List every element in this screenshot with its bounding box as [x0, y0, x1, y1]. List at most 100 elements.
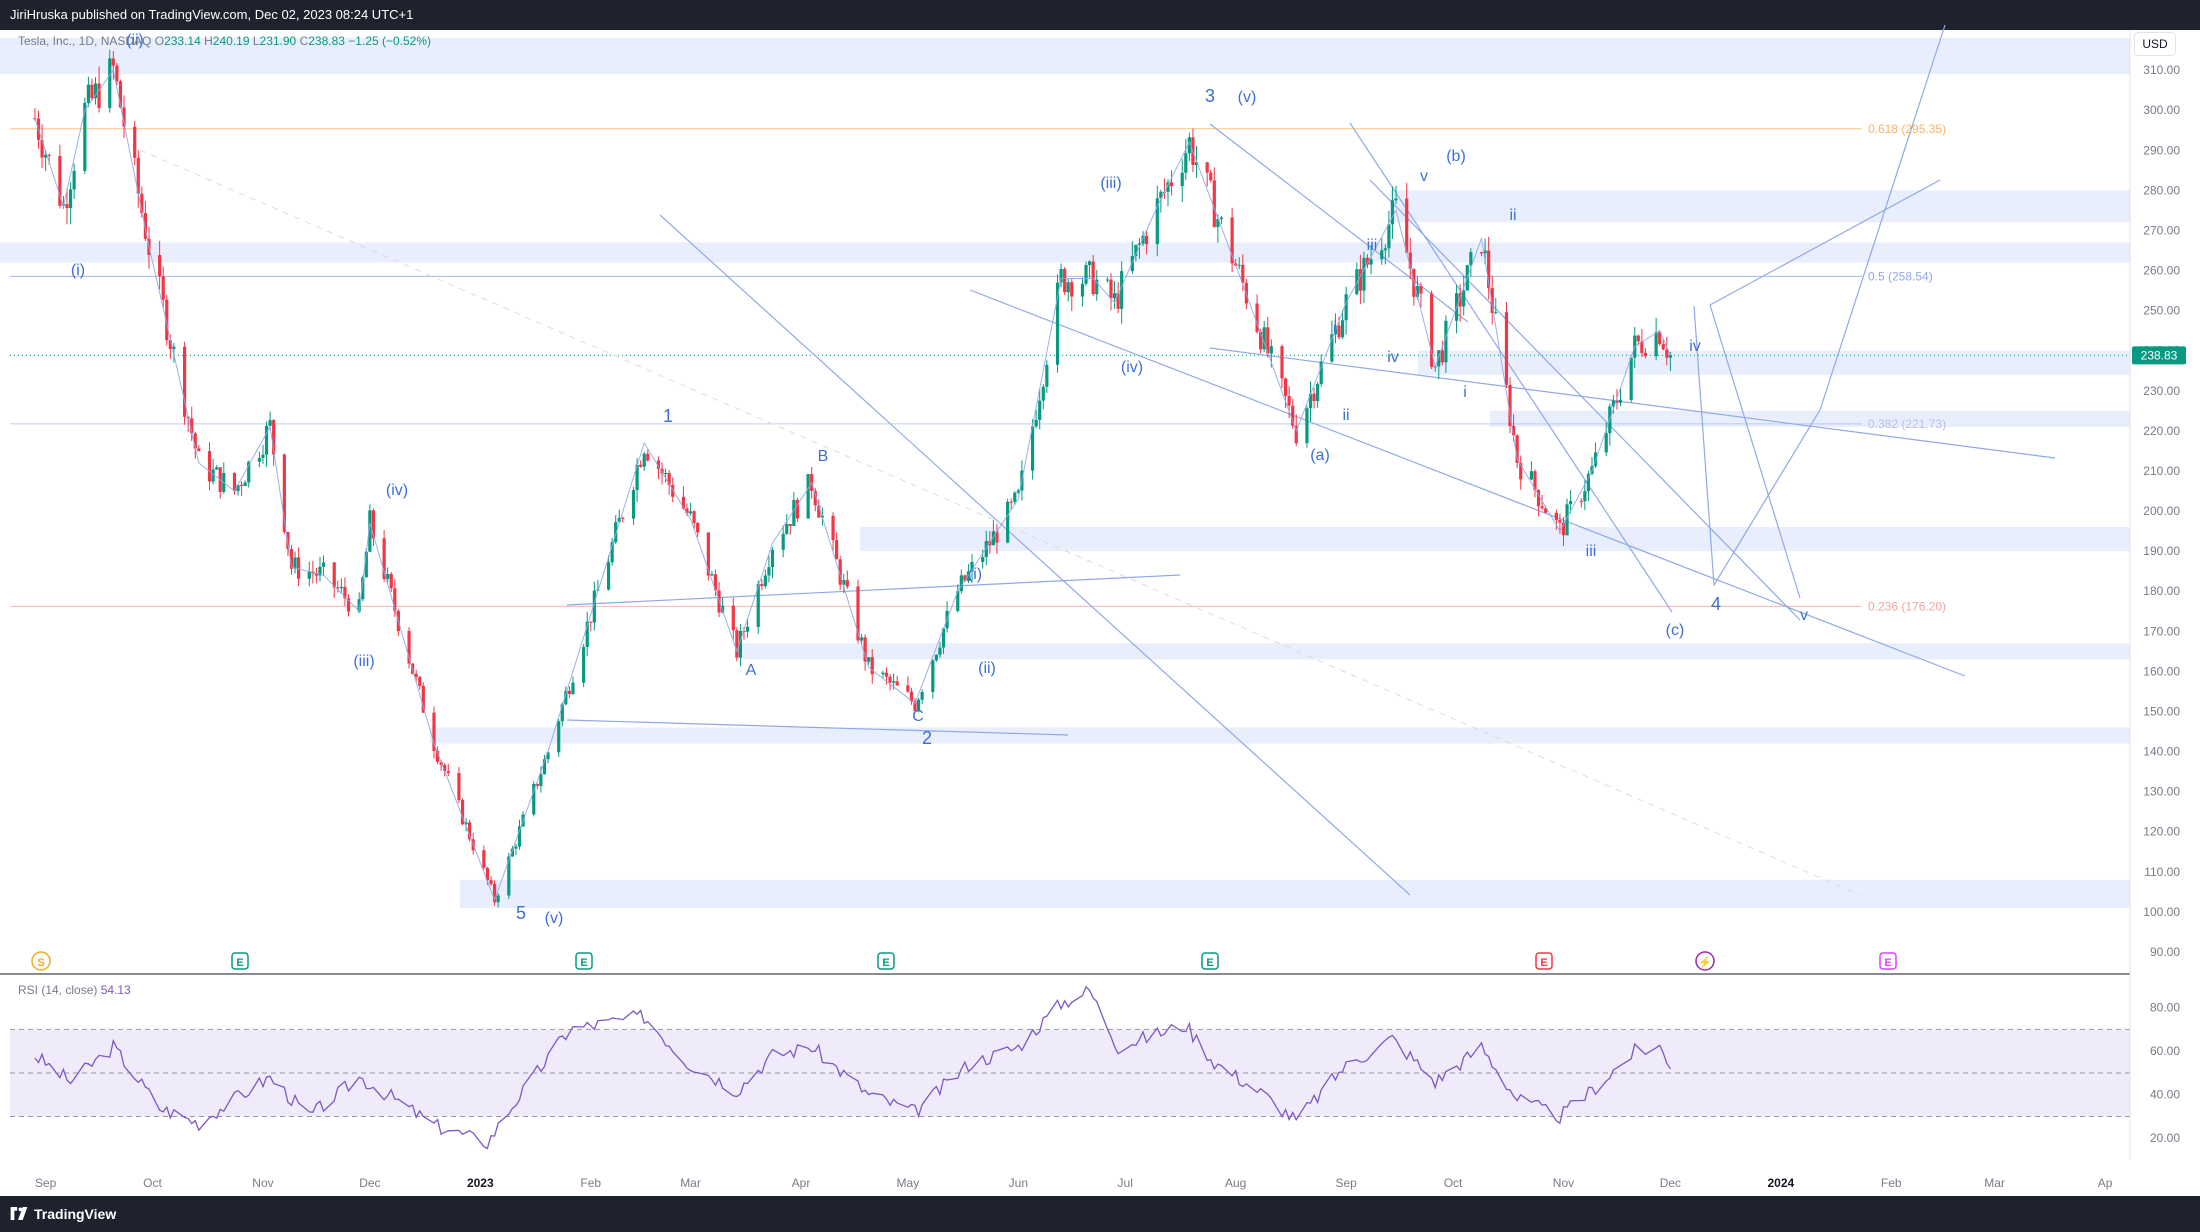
candle-body [1344, 294, 1348, 321]
time-axis[interactable]: Sep Oct Nov Dec 2023 Feb Mar Apr May Jun Jul Aug Sep… [35, 1176, 2113, 1190]
time-tick-label: Nov [1553, 1176, 1574, 1190]
time-tick-label: Ap [2098, 1176, 2113, 1190]
price-tick-label: 230.00 [2143, 384, 2180, 398]
candle-body [892, 681, 896, 683]
candle-body [133, 126, 137, 158]
candle-body [72, 170, 76, 190]
wave-label: 4 [1711, 594, 1721, 614]
candle-body [239, 484, 244, 487]
candle-body [1358, 269, 1362, 291]
price-axis[interactable]: 90.00 100.00 110.00 120.00 130.00 140.00 150.0… [2129, 30, 2200, 1160]
zone-rect [1418, 350, 2130, 375]
candle-body [859, 637, 864, 641]
time-tick-label: Sep [35, 1176, 57, 1190]
candle-body [895, 681, 899, 686]
candle-body [1643, 352, 1648, 357]
candle-body [671, 484, 675, 497]
candle-body [1287, 395, 1291, 406]
candle-body [1405, 198, 1409, 253]
candle-body [386, 573, 390, 579]
candle-body [446, 771, 450, 774]
event-glyph: E [580, 957, 587, 969]
price-tick-label: 130.00 [2143, 785, 2180, 799]
candle-body [435, 750, 440, 762]
candle-body [47, 154, 51, 156]
projection-line [1693, 24, 1946, 587]
candle-body [272, 420, 276, 455]
candle-body [182, 346, 187, 417]
candle-body [507, 856, 511, 896]
candle-body [161, 276, 165, 300]
candle-body [710, 574, 714, 576]
zone-rect [860, 527, 2130, 552]
candle-body [1569, 501, 1573, 505]
wave-label: i [1333, 319, 1337, 336]
candle-body [1166, 182, 1170, 192]
candle-body [389, 573, 393, 589]
rsi-legend[interactable]: RSI (14, close) 54.13 [18, 983, 131, 997]
high-value: 240.19 [212, 34, 250, 48]
price-tick-label: 180.00 [2143, 584, 2180, 598]
candle-body [1415, 286, 1419, 297]
candle-body [158, 255, 162, 277]
candle-body [197, 448, 201, 452]
candle-body [1212, 180, 1216, 228]
candle-body [40, 139, 44, 158]
candle-body [984, 541, 988, 558]
price-tick-label: 280.00 [2143, 183, 2180, 197]
wave-label: (v) [545, 910, 564, 927]
wave-label: (iii) [353, 653, 374, 670]
wave-labels: (ii) (i) (iv) (iii) 5 (v) 1 A B C 2 (i) (ii) (iii) (iv… [71, 32, 1808, 927]
candle-body [1308, 393, 1313, 409]
candle-body [735, 630, 739, 658]
wave-label: (a) [1310, 447, 1330, 464]
candle-body [1579, 501, 1583, 503]
candle-body [1145, 235, 1149, 245]
candle-body [1230, 217, 1234, 264]
candle-body [357, 599, 361, 612]
candle-body [1159, 191, 1163, 199]
candle-body [959, 575, 963, 592]
price-tick-label: 190.00 [2143, 544, 2180, 558]
candle-body [1483, 250, 1487, 254]
candle-body [332, 562, 336, 588]
candle-body [1337, 325, 1341, 338]
candle-body [966, 571, 971, 581]
candle-body [1184, 153, 1188, 173]
symbol-legend[interactable]: Tesla, Inc., 1D, NASDAQ O233.14 H240.19 … [18, 34, 432, 48]
wave-label: A [746, 662, 757, 679]
price-tick-label: 260.00 [2143, 264, 2180, 278]
candle-body [1259, 331, 1263, 350]
candle-body [282, 454, 286, 532]
candle-body [1440, 350, 1444, 363]
candle-body [916, 699, 921, 711]
candle-body [1365, 257, 1370, 265]
candle-body [1120, 271, 1124, 309]
event-box [1535, 952, 1553, 970]
candle-body [1533, 471, 1537, 490]
candle-body [1219, 217, 1224, 219]
candle-body [1340, 320, 1345, 338]
candle-body [211, 469, 215, 482]
candle-body [1458, 293, 1462, 307]
candle-body [318, 566, 322, 576]
time-tick-label: Oct [143, 1176, 162, 1190]
price-tick-label: 290.00 [2143, 143, 2180, 157]
wave-label: (i) [968, 566, 982, 583]
wave-label: 3 [1205, 86, 1215, 106]
wave-label: (c) [1666, 622, 1685, 639]
candle-body [1291, 405, 1295, 426]
candle-body [1180, 172, 1184, 187]
candle-body [1241, 264, 1245, 283]
candle-body [1084, 264, 1088, 284]
currency-button[interactable]: USD [2134, 32, 2176, 56]
wave-label: (iii) [1100, 175, 1121, 192]
candle-body [1430, 293, 1434, 367]
candle-body [835, 540, 839, 560]
candle-body [482, 850, 486, 868]
candle-body [393, 588, 397, 611]
candle-body [517, 826, 522, 847]
rsi-tick-label: 20.00 [2150, 1131, 2180, 1145]
candle-body [1355, 269, 1359, 295]
